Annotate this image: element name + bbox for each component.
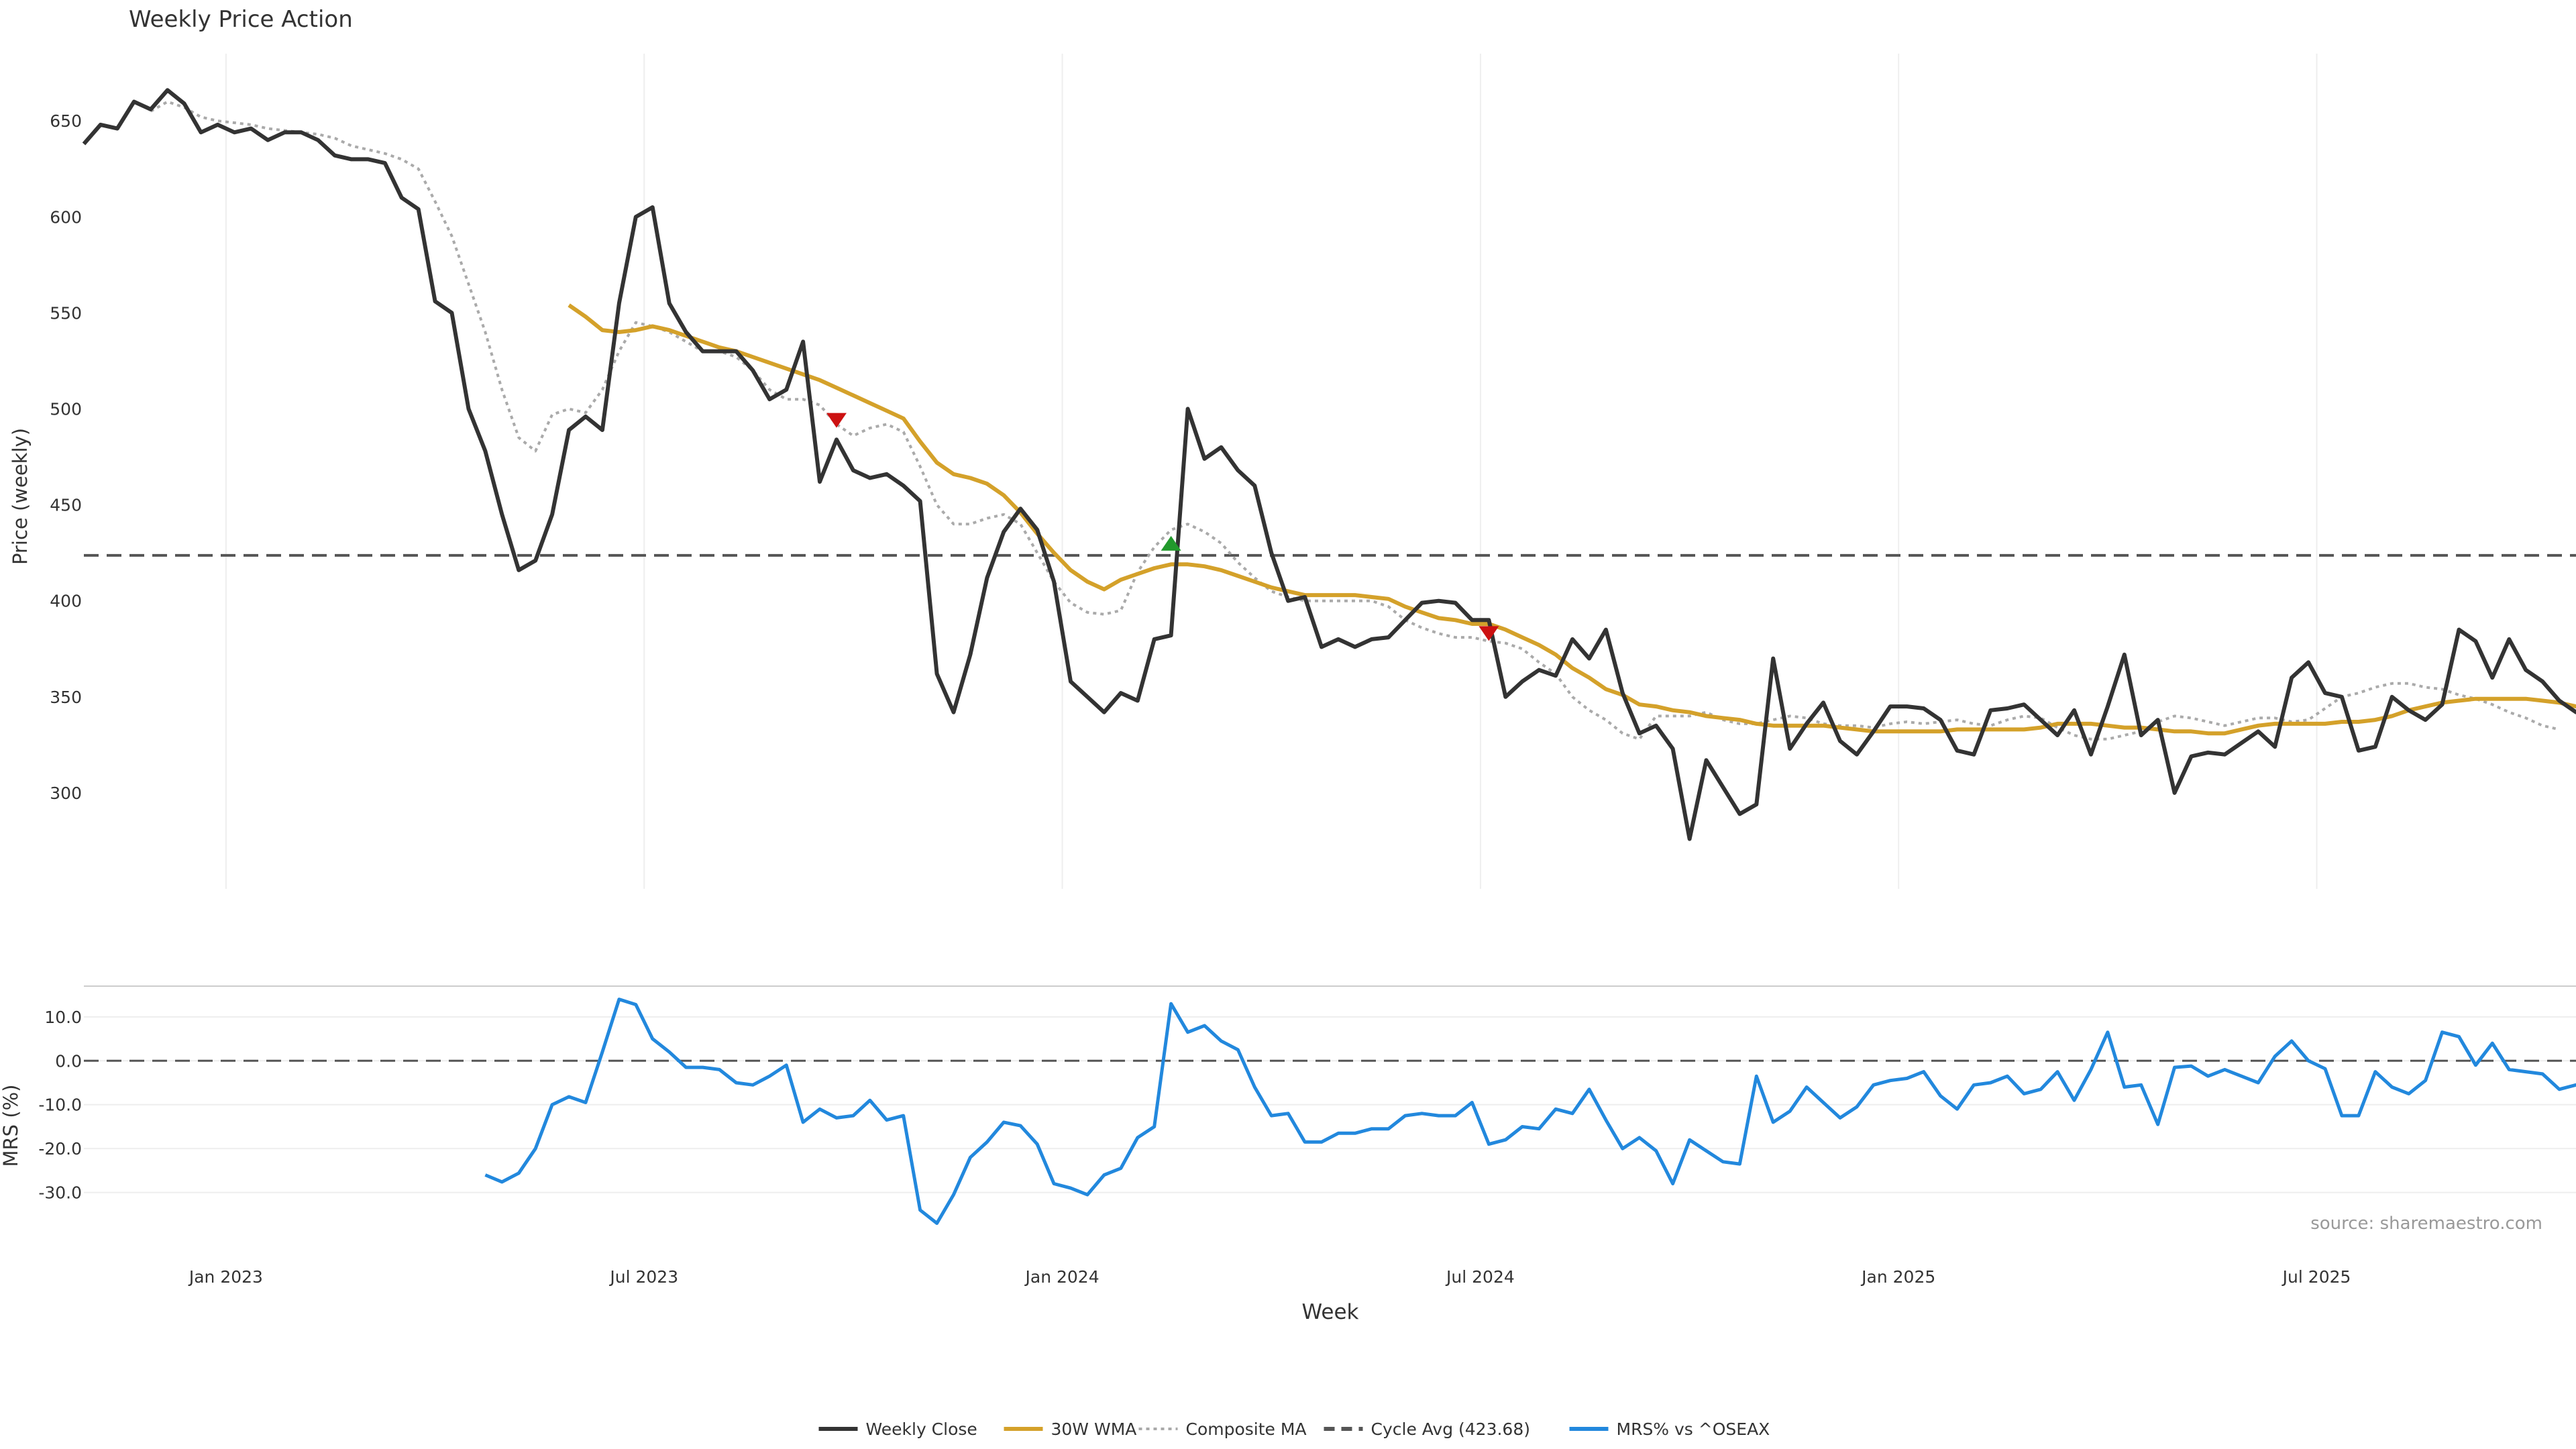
legend-label: Weekly Close <box>866 1419 977 1439</box>
price-y-tick-label: 450 <box>50 496 82 515</box>
x-axis-label: Week <box>1302 1300 1359 1324</box>
series-composite-ma <box>150 100 2560 741</box>
series-weekly-close <box>82 88 2576 841</box>
price-y-tick-label: 550 <box>50 303 82 323</box>
price-y-tick-label: 600 <box>50 207 82 227</box>
x-tick-label: Jan 2023 <box>188 1267 263 1287</box>
x-tick-label: Jul 2024 <box>1445 1267 1515 1287</box>
sell-signal-marker <box>826 413 847 428</box>
legend-label: Composite MA <box>1186 1419 1307 1439</box>
mrs-y-tick-label: -20.0 <box>38 1139 82 1159</box>
mrs-y-tick-label: -10.0 <box>38 1095 82 1115</box>
mrs-y-tick-label: -30.0 <box>38 1183 82 1203</box>
x-tick-label: Jan 2024 <box>1024 1267 1099 1287</box>
series-mrs-vs-oseax <box>484 998 2576 1225</box>
legend-item-composite-ma: Composite MA <box>1138 1419 1307 1439</box>
mrs-y-tick-label: 10.0 <box>44 1008 82 1027</box>
legend-item-weekly-close: Weekly Close <box>818 1419 977 1439</box>
legend-item-mrs-vs-oseax: MRS% vs ^OSEAX <box>1569 1419 1770 1439</box>
price-y-axis-label: Price (weekly) <box>9 428 32 565</box>
price-y-tick-label: 350 <box>50 688 82 707</box>
x-tick-label: Jul 2025 <box>2282 1267 2351 1287</box>
mrs-y-tick-label: 0.0 <box>55 1051 82 1071</box>
legend-item-cycle-avg-423-68: Cycle Avg (423.68) <box>1324 1419 1531 1439</box>
sell-signal-marker <box>1479 626 1499 641</box>
mrs-y-axis-label: MRS (%) <box>0 1085 22 1167</box>
x-tick-label: Jan 2025 <box>1860 1267 1935 1287</box>
price-y-tick-label: 400 <box>50 592 82 611</box>
price-y-tick-label: 300 <box>50 784 82 803</box>
buy-signal-marker <box>1161 535 1181 551</box>
legend-label: MRS% vs ^OSEAX <box>1617 1419 1770 1439</box>
series-30w-wma <box>568 303 2576 736</box>
price-y-tick-label: 650 <box>50 111 82 131</box>
legend-label: 30W WMA <box>1051 1419 1137 1439</box>
x-tick-label: Jul 2023 <box>608 1267 678 1287</box>
legend-label: Cycle Avg (423.68) <box>1371 1419 1531 1439</box>
source-note: source: sharemaestro.com <box>2310 1214 2542 1234</box>
price-y-tick-label: 500 <box>50 399 82 419</box>
legend-item-30w-wma: 30W WMA <box>1004 1419 1137 1439</box>
chart-title: Weekly Price Action <box>129 6 353 33</box>
